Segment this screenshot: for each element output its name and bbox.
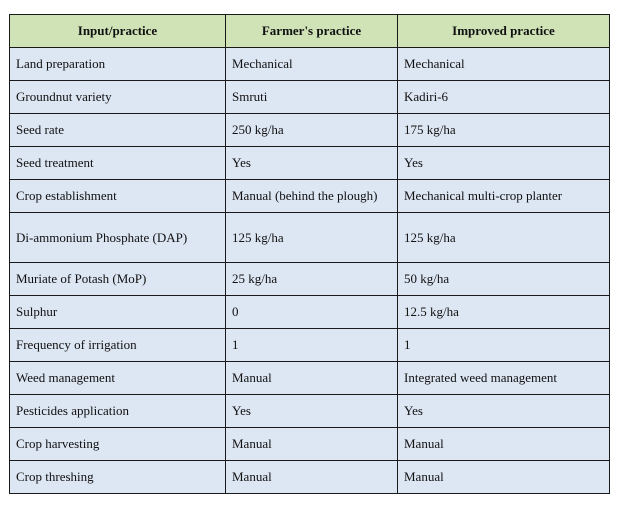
table-row: Muriate of Potash (MoP) 25 kg/ha 50 kg/h…	[9, 262, 610, 296]
input-practice-cell: Pesticides application	[9, 394, 226, 428]
improved-practice-cell: Yes	[397, 146, 610, 180]
table-row: Crop harvesting Manual Manual	[9, 427, 610, 461]
farmers-practice-cell: Yes	[225, 394, 398, 428]
improved-practice-cell: Mechanical multi-crop planter	[397, 179, 610, 213]
input-practice-cell: Di-ammonium Phosphate (DAP)	[9, 212, 226, 263]
farmers-practice-cell: Manual	[225, 427, 398, 461]
farmers-practice-cell: 0	[225, 295, 398, 329]
improved-practice-cell: Kadiri-6	[397, 80, 610, 114]
input-practice-cell: Groundnut variety	[9, 80, 226, 114]
input-practice-cell: Crop establishment	[9, 179, 226, 213]
column-header-input-practice: Input/practice	[9, 14, 226, 48]
table-row: Di-ammonium Phosphate (DAP) 125 kg/ha 12…	[9, 212, 610, 263]
farmers-practice-cell: Manual	[225, 361, 398, 395]
input-practice-cell: Land preparation	[9, 47, 226, 81]
input-practice-cell: Frequency of irrigation	[9, 328, 226, 362]
input-practice-cell: Weed management	[9, 361, 226, 395]
improved-practice-cell: 50 kg/ha	[397, 262, 610, 296]
practice-comparison-table-container: Input/practice Farmer's practice Improve…	[9, 14, 610, 494]
farmers-practice-cell: 25 kg/ha	[225, 262, 398, 296]
table-row: Sulphur 0 12.5 kg/ha	[9, 295, 610, 329]
column-header-improved-practice: Improved practice	[397, 14, 610, 48]
input-practice-cell: Seed treatment	[9, 146, 226, 180]
table-row: Crop establishment Manual (behind the pl…	[9, 179, 610, 213]
improved-practice-cell: Manual	[397, 427, 610, 461]
farmers-practice-cell: 1	[225, 328, 398, 362]
improved-practice-cell: Mechanical	[397, 47, 610, 81]
table-row: Pesticides application Yes Yes	[9, 394, 610, 428]
farmers-practice-cell: Mechanical	[225, 47, 398, 81]
input-practice-cell: Crop harvesting	[9, 427, 226, 461]
farmers-practice-cell: Smruti	[225, 80, 398, 114]
input-practice-cell: Seed rate	[9, 113, 226, 147]
table-row: Seed rate 250 kg/ha 175 kg/ha	[9, 113, 610, 147]
improved-practice-cell: Manual	[397, 460, 610, 494]
practice-comparison-table: Input/practice Farmer's practice Improve…	[9, 14, 610, 494]
farmers-practice-cell: Yes	[225, 146, 398, 180]
farmers-practice-cell: Manual	[225, 460, 398, 494]
table-row: Seed treatment Yes Yes	[9, 146, 610, 180]
table-header-row: Input/practice Farmer's practice Improve…	[9, 14, 610, 48]
table-row: Groundnut variety Smruti Kadiri-6	[9, 80, 610, 114]
improved-practice-cell: 175 kg/ha	[397, 113, 610, 147]
improved-practice-cell: Yes	[397, 394, 610, 428]
table-row: Weed management Manual Integrated weed m…	[9, 361, 610, 395]
farmers-practice-cell: 250 kg/ha	[225, 113, 398, 147]
column-header-farmers-practice: Farmer's practice	[225, 14, 398, 48]
input-practice-cell: Crop threshing	[9, 460, 226, 494]
farmers-practice-cell: Manual (behind the plough)	[225, 179, 398, 213]
improved-practice-cell: 125 kg/ha	[397, 212, 610, 263]
table-row: Crop threshing Manual Manual	[9, 460, 610, 494]
improved-practice-cell: 1	[397, 328, 610, 362]
table-row: Land preparation Mechanical Mechanical	[9, 47, 610, 81]
farmers-practice-cell: 125 kg/ha	[225, 212, 398, 263]
table-row: Frequency of irrigation 1 1	[9, 328, 610, 362]
input-practice-cell: Sulphur	[9, 295, 226, 329]
input-practice-cell: Muriate of Potash (MoP)	[9, 262, 226, 296]
improved-practice-cell: 12.5 kg/ha	[397, 295, 610, 329]
improved-practice-cell: Integrated weed management	[397, 361, 610, 395]
